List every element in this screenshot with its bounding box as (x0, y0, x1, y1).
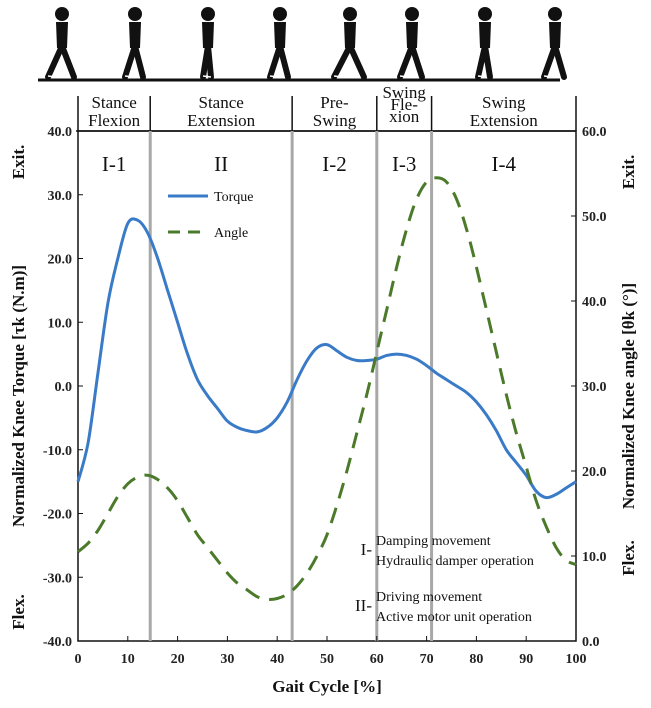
x-tick-label: 20 (171, 652, 185, 667)
series-line-angle (77, 176, 577, 601)
note-line: Active motor unit operation (376, 610, 532, 625)
note-line: Hydraulic damper operation (376, 554, 534, 569)
phase-label: xion (389, 107, 420, 126)
x-tick-label: 10 (121, 652, 135, 667)
y-left-tick-label: 20.0 (48, 253, 73, 268)
phase-label: Extension (470, 111, 538, 130)
walker-silhouette (200, 7, 215, 80)
x-tick-label: 40 (270, 652, 284, 667)
walker-silhouette (397, 7, 425, 80)
legend: Torque Angle (168, 190, 253, 241)
phase-label: Flexion (88, 111, 140, 130)
x-tick-label: 90 (519, 652, 533, 667)
axis-labels: Gait Cycle [%] Normalized Knee Torque [τk… (9, 145, 638, 696)
phase-label: Fle- (390, 95, 418, 114)
region-labels: I-1 II I-2 I-3 I-4 (102, 152, 517, 176)
left-end-label-top: Exit. (9, 145, 28, 179)
phase-label: Extension (187, 111, 255, 130)
right-end-label-bottom: Flex. (619, 540, 638, 575)
y-left-tick-label: 30.0 (48, 189, 73, 204)
y-right-tick-label: 0.0 (582, 635, 600, 650)
notes: I- Damping movement Hydraulic damper opera… (355, 534, 534, 625)
legend-label: Torque (214, 190, 253, 205)
x-tick-label: 0 (75, 652, 82, 667)
region-label: I-1 (102, 152, 127, 176)
y-left-tick-label: 0.0 (55, 380, 73, 395)
phase-divider-lines (148, 131, 434, 641)
series-line-torque (76, 217, 577, 500)
phase-label: Pre- (320, 93, 349, 112)
region-label: I-2 (322, 152, 347, 176)
y-right-tick-label: 60.0 (582, 125, 607, 140)
y-left-tick-label: -40.0 (43, 635, 72, 650)
axis-ticks: 0 10 20 30 40 50 60 70 80 90 100 40.0 30.0 20.0 10.0 0.… (43, 125, 607, 667)
phase-header: StanceFlexionStanceExtensionPre-SwingSwi… (77, 83, 577, 131)
x-tick-label: 60 (370, 652, 384, 667)
region-label: I-3 (392, 152, 417, 176)
phase-label: Stance (91, 93, 136, 112)
walker-silhouette (331, 7, 367, 80)
legend-label: Angle (214, 226, 248, 241)
y-right-tick-label: 40.0 (582, 295, 607, 310)
walker-silhouette (45, 7, 77, 80)
left-end-label-bottom: Flex. (9, 594, 28, 629)
x-tick-label: 70 (420, 652, 434, 667)
y-right-tick-label: 20.0 (582, 465, 607, 480)
x-tick-label: 80 (469, 652, 483, 667)
y-left-tick-label: 10.0 (48, 316, 73, 331)
right-end-label-top: Exit. (619, 155, 638, 189)
walker-silhouette (122, 7, 146, 80)
phase-label: Swing (382, 83, 426, 102)
region-label: I-4 (492, 152, 517, 176)
walker-silhouette (267, 7, 291, 80)
phase-label: Swing (313, 111, 357, 130)
y-right-axis-label: Normalized Knee angle [θk (°)] (619, 283, 638, 509)
y-left-tick-label: -30.0 (43, 571, 72, 586)
series-group (76, 176, 577, 601)
y-right-tick-label: 10.0 (582, 550, 607, 565)
phase-label: Swing (482, 93, 526, 112)
y-right-tick-label: 50.0 (582, 210, 607, 225)
note-key: II- (355, 596, 372, 615)
x-tick-label: 30 (220, 652, 234, 667)
walker-silhouette (541, 7, 567, 80)
walker-silhouette (475, 7, 493, 80)
y-left-tick-label: -20.0 (43, 508, 72, 523)
note-line: Driving movement (376, 590, 482, 605)
walking-figures-strip (45, 7, 567, 80)
note-key: I- (361, 540, 373, 559)
region-label: II (214, 152, 228, 176)
x-tick-label: 50 (320, 652, 334, 667)
y-right-tick-label: 30.0 (582, 380, 607, 395)
phase-label: Stance (199, 93, 244, 112)
note-line: Damping movement (376, 534, 491, 549)
y-left-axis-label: Normalized Knee Torque [τk (N.m)] (9, 265, 28, 527)
y-left-tick-label: -10.0 (43, 444, 72, 459)
x-axis-label: Gait Cycle [%] (272, 677, 382, 696)
y-left-tick-label: 40.0 (48, 125, 73, 140)
x-tick-label: 100 (566, 652, 587, 667)
